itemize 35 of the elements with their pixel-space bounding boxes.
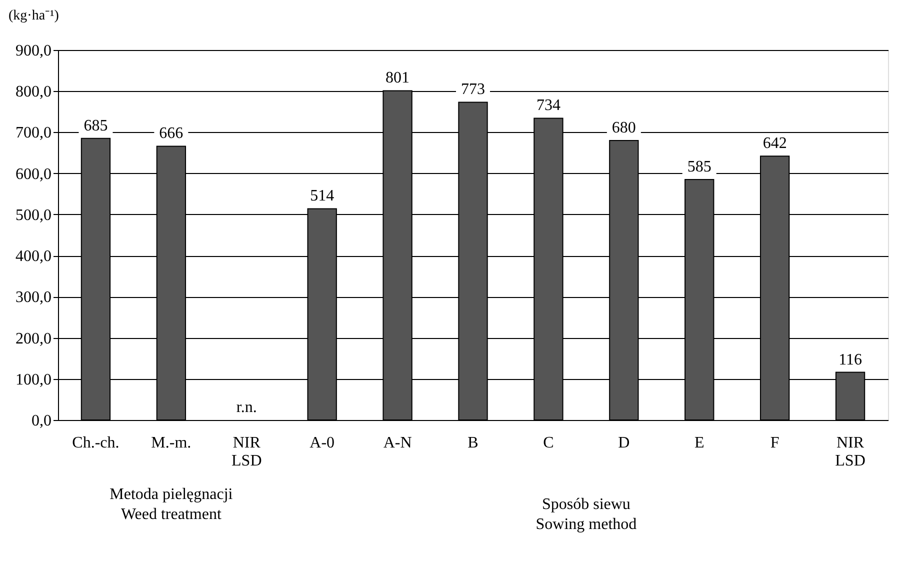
text: Sposób siewu Sowing method <box>536 496 637 533</box>
y-tick-label: 400,0 <box>16 248 52 266</box>
data-label: 585 <box>687 158 712 176</box>
data-label: 514 <box>310 188 334 205</box>
x-tick-label: NIR LSD <box>232 434 262 470</box>
data-label: 642 <box>762 135 787 152</box>
y-tick-label: 600,0 <box>16 166 52 183</box>
x-tick-label: NIR LSD <box>835 434 866 470</box>
y-axis-title: (kg·ha⁻¹) <box>8 8 60 24</box>
x-tick-label: B <box>468 434 478 452</box>
y-tick-label: 0,0 <box>32 412 52 430</box>
x-tick-label: F <box>770 434 780 452</box>
x-tick-label: E <box>694 434 704 452</box>
data-label: 734 <box>536 97 560 114</box>
x-tick-label: M.-m. <box>151 434 192 452</box>
x-tick-label: A-0 <box>310 434 335 452</box>
data-label: 666 <box>159 125 184 142</box>
x-tick-label: C <box>543 434 554 452</box>
y-tick-label: 100,0 <box>16 371 52 388</box>
x-tick-label: A-N <box>383 434 412 452</box>
y-tick-label: 700,0 <box>16 124 52 142</box>
y-tick-label: 200,0 <box>16 330 52 348</box>
data-label: 773 <box>461 81 485 98</box>
data-label: 680 <box>612 119 636 136</box>
y-tick-label: 900,0 <box>16 42 52 60</box>
data-label: 116 <box>838 351 862 368</box>
text: Metoda pielęgnacji Weed treatment <box>110 486 234 523</box>
data-label: 685 <box>84 117 108 134</box>
text: r.n. <box>236 399 257 416</box>
x-tick-label: D <box>618 434 630 452</box>
data-label: 801 <box>386 70 410 87</box>
y-tick-label: 500,0 <box>16 206 52 224</box>
y-tick-label: 300,0 <box>16 289 52 306</box>
x-tick-label: Ch.-ch. <box>72 434 120 452</box>
y-tick-label: 800,0 <box>16 84 52 101</box>
